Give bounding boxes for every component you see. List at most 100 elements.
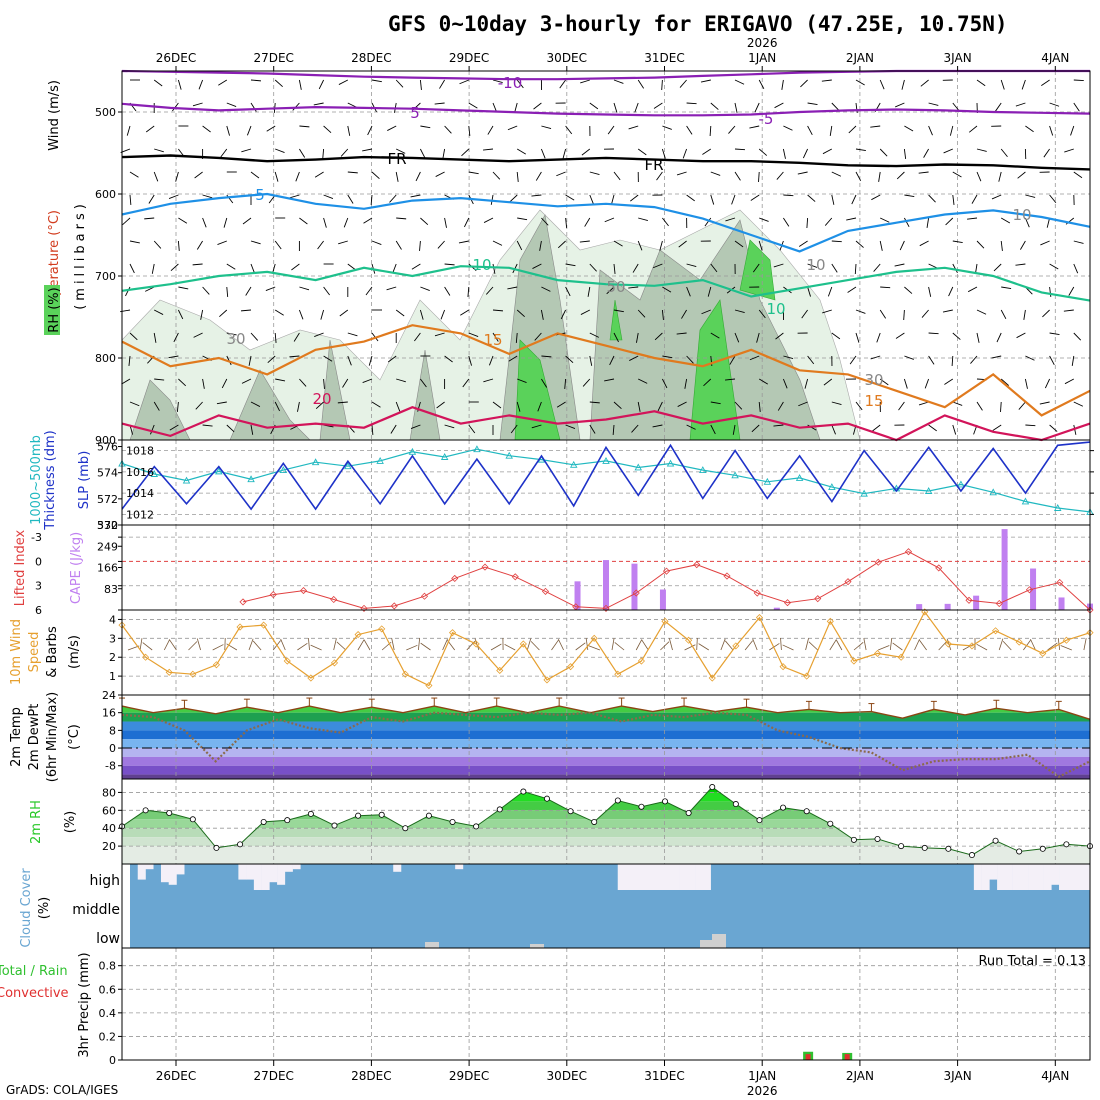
wind-barb xyxy=(854,263,857,275)
wind-barb xyxy=(749,355,760,361)
wind-barb xyxy=(855,79,865,86)
wind-barb xyxy=(821,79,832,82)
lifted-index-marker xyxy=(995,599,1003,608)
cape-bar xyxy=(944,603,951,610)
wind-barb xyxy=(962,643,974,651)
high-cloud-gap xyxy=(687,864,696,890)
wind-barb xyxy=(612,424,615,436)
wind-barb xyxy=(390,424,397,434)
wind-barb xyxy=(492,332,499,342)
lifted-tick-label: 6 xyxy=(35,604,42,617)
thickness-label-group: 1000~500mb Thickness (dm) xyxy=(29,430,58,530)
wind-barb xyxy=(918,171,929,174)
wind-barb xyxy=(1016,332,1026,339)
lifted-index-marker xyxy=(541,587,550,595)
wind-barb xyxy=(952,102,960,112)
wind-barb xyxy=(634,102,639,113)
rh2m-marker xyxy=(520,788,527,795)
high-cloud-gap xyxy=(1020,864,1029,890)
wind-barb xyxy=(289,355,300,358)
wind-barb xyxy=(371,240,382,246)
run-total-label: Run Total = 0.13 xyxy=(978,954,1086,969)
high-cloud-gap xyxy=(633,864,642,890)
wind-barb xyxy=(226,125,230,136)
wind-barb xyxy=(492,171,501,180)
wind-barb xyxy=(804,378,809,389)
slp-tick-label: 1016 xyxy=(126,466,154,479)
wind-barb xyxy=(952,263,958,274)
wind-barb xyxy=(734,171,741,181)
thickness-marker xyxy=(408,447,417,455)
high-cloud-gap xyxy=(656,864,665,890)
wind-barb xyxy=(855,148,866,152)
wind10-axis-speed: Speed xyxy=(27,632,42,673)
wind-barb xyxy=(831,424,836,435)
wind-barb xyxy=(976,643,988,651)
wind-barb xyxy=(154,148,164,153)
wind-barb xyxy=(1073,240,1084,244)
wind-barb xyxy=(541,286,551,292)
rh2m-marker xyxy=(803,808,810,815)
wind-barb xyxy=(347,194,354,204)
temp-axis-unit: (°C) xyxy=(67,724,82,750)
wind-barb xyxy=(540,309,544,320)
thickness-marker xyxy=(569,460,578,468)
wind-barb xyxy=(1071,355,1075,366)
cape-label-group: CAPE (J/kg) xyxy=(69,532,84,604)
wind-barb xyxy=(420,217,429,226)
wind-barb xyxy=(613,401,622,410)
rh2m-marker xyxy=(614,797,621,804)
wind-barb xyxy=(662,286,672,293)
high-cloud-gap xyxy=(1043,864,1052,890)
wind-speed-marker xyxy=(212,661,221,669)
rh-band xyxy=(122,837,1090,847)
thickness-marker xyxy=(505,451,513,459)
wind-barb xyxy=(347,263,357,271)
cape-bar xyxy=(574,581,581,610)
wind-barb xyxy=(873,263,881,272)
wind-barb xyxy=(240,309,252,312)
wind-barb xyxy=(952,171,962,178)
wind-barb xyxy=(560,309,567,320)
lifted-index-marker xyxy=(330,595,338,604)
wind-barb xyxy=(250,171,260,179)
wind-barb xyxy=(220,148,228,158)
wind-barb xyxy=(437,240,445,249)
wind-barb xyxy=(822,148,833,155)
wind-barb xyxy=(323,194,334,200)
wind-barb xyxy=(150,424,155,435)
wind-barb xyxy=(516,401,521,412)
wind-barb xyxy=(483,217,494,223)
wind-barb xyxy=(129,401,140,407)
top-date-label: 28DEC xyxy=(351,51,391,65)
wind-barb xyxy=(614,642,625,651)
wind-barb xyxy=(411,263,421,270)
wind-barb xyxy=(607,125,615,135)
wind-barb xyxy=(731,194,736,205)
thickness-tick-label: 570 xyxy=(97,519,118,532)
rh-70-area xyxy=(739,239,776,301)
wind-barb xyxy=(654,332,663,341)
wind-speed-marker xyxy=(803,672,811,680)
wind-barb xyxy=(148,194,155,204)
cloud-axis-unit: (%) xyxy=(37,897,52,920)
wind-barb xyxy=(879,378,889,386)
wind-barb xyxy=(217,240,227,246)
wind-barb xyxy=(635,639,643,651)
thickness-marker xyxy=(150,470,159,477)
rh-axis-label: RH (%) xyxy=(47,287,62,332)
rh2m-marker xyxy=(449,818,456,825)
lifted-index-marker xyxy=(965,596,973,604)
wind-barb xyxy=(1000,79,1005,90)
wind-barb xyxy=(241,148,252,153)
cloud-level-label: high xyxy=(89,873,120,889)
wind-barb xyxy=(267,355,276,364)
wind-barb xyxy=(589,263,597,272)
wind-barb xyxy=(704,217,712,227)
wind-barb xyxy=(153,332,157,343)
wind-barb xyxy=(248,355,252,366)
surface-wind-barbs xyxy=(127,637,1087,651)
rh-tick-label: 20 xyxy=(102,840,116,853)
wind-barb xyxy=(562,148,567,159)
wind-barb xyxy=(170,263,179,272)
